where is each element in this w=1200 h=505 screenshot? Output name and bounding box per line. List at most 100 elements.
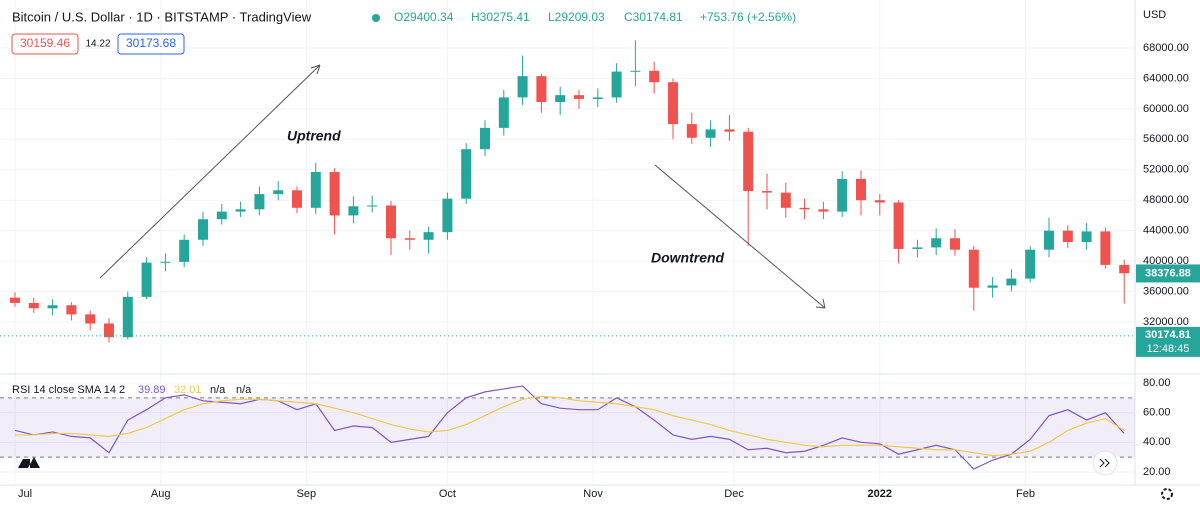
candle-body xyxy=(1081,231,1092,243)
candle-body xyxy=(931,238,942,248)
candle-body xyxy=(329,172,340,216)
candle-body xyxy=(780,192,791,208)
candle-body xyxy=(837,178,848,212)
candle-body xyxy=(893,202,904,249)
y-tick-label: 40.00 xyxy=(1143,436,1171,448)
candle-body xyxy=(141,262,152,297)
x-tick-label: Jul xyxy=(18,488,32,500)
y-tick-label: 64000.00 xyxy=(1143,72,1189,84)
candle-body xyxy=(103,323,114,338)
candle-body xyxy=(1119,264,1130,274)
candle-body xyxy=(348,206,359,216)
price-box xyxy=(1136,326,1200,357)
candle-body xyxy=(1043,230,1054,250)
ohlc: O29400.34 xyxy=(394,10,454,24)
candle-body xyxy=(423,232,434,240)
trend-arrow xyxy=(654,164,826,309)
scroll-button[interactable] xyxy=(1092,450,1118,476)
candle-body xyxy=(649,70,660,83)
rsi-title: RSI 14 close SMA 14 2 xyxy=(12,384,125,396)
candle-body xyxy=(442,198,453,233)
y-tick-label: 48000.00 xyxy=(1143,194,1189,206)
candle-body xyxy=(1006,278,1017,286)
candle-body xyxy=(1100,231,1111,265)
x-tick-label: Aug xyxy=(151,488,171,500)
y-tick-label: 60000.00 xyxy=(1143,103,1189,115)
x-tick-label: Feb xyxy=(1016,488,1035,500)
last-price: 38376.88 xyxy=(1145,267,1191,279)
last-price-box xyxy=(1136,264,1200,283)
candle-body xyxy=(761,191,772,193)
candle-body xyxy=(479,127,490,150)
y-tick-label: 60.00 xyxy=(1143,407,1171,419)
candle-body xyxy=(855,178,866,201)
candle-body xyxy=(705,129,716,138)
bid: 30159.46 xyxy=(20,36,70,50)
candle-body xyxy=(122,296,133,338)
candle-body xyxy=(461,149,472,199)
candle-body xyxy=(818,209,829,212)
candle-body xyxy=(686,124,697,138)
arrow-head xyxy=(815,298,826,309)
settings-button[interactable] xyxy=(1161,488,1173,500)
candle-body xyxy=(47,305,58,309)
rsi-band xyxy=(0,397,1135,458)
logo[interactable] xyxy=(18,457,40,468)
candle-body xyxy=(667,82,678,125)
ohlc: +753.76 (+2.56%) xyxy=(700,10,796,24)
x-tick-label: Sep xyxy=(297,488,317,500)
y-tick-label: 32000.00 xyxy=(1143,316,1189,328)
candle-body xyxy=(28,302,39,309)
x-tick-label: Dec xyxy=(724,488,744,500)
buy-button[interactable] xyxy=(117,33,185,55)
candle-body xyxy=(573,95,584,99)
candle-body xyxy=(536,76,547,103)
currency[interactable]: USD xyxy=(1143,9,1166,21)
candle-body xyxy=(555,95,566,103)
x-tick-label: Oct xyxy=(439,488,456,500)
candle-body xyxy=(385,205,396,239)
candle-body xyxy=(85,314,96,324)
candle-body xyxy=(310,172,321,208)
candle-body xyxy=(912,247,923,249)
y-tick-label: 36000.00 xyxy=(1143,285,1189,297)
annotation: Downtrend xyxy=(651,250,725,266)
candle-body xyxy=(9,297,20,303)
countdown: 12:48:45 xyxy=(1147,343,1190,355)
y-tick-label: 44000.00 xyxy=(1143,225,1189,237)
sell-button[interactable] xyxy=(11,33,79,55)
candle-body xyxy=(517,76,528,98)
y-tick-label: 80.00 xyxy=(1143,377,1171,389)
readout: n/a xyxy=(210,384,226,396)
candle-body xyxy=(291,190,302,208)
ohlc: H30275.41 xyxy=(471,10,530,24)
candle-body xyxy=(273,190,284,195)
trend-arrow xyxy=(99,64,321,279)
candle-body xyxy=(799,207,810,210)
candle-body xyxy=(611,71,622,98)
candle-body xyxy=(235,209,246,212)
ohlc: C30174.81 xyxy=(624,10,683,24)
rsi-value: 39.89 xyxy=(138,384,166,396)
arrow-head xyxy=(310,64,321,75)
market-status xyxy=(372,14,380,22)
y-tick-label: 20.00 xyxy=(1143,466,1171,478)
x-tick-label: Nov xyxy=(583,488,603,500)
symbol-title[interactable]: Bitcoin / U.S. Dollar · 1D · BITSTAMP · … xyxy=(12,9,312,24)
candle-body xyxy=(367,205,378,207)
candle-body xyxy=(1025,249,1036,279)
candle-body xyxy=(724,129,735,132)
spread: 14.22 xyxy=(85,39,110,50)
y-tick-label: 56000.00 xyxy=(1143,133,1189,145)
candle-body xyxy=(743,131,754,192)
ask: 30173.68 xyxy=(126,36,176,50)
sma-value: 32.01 xyxy=(174,384,202,396)
x-tick-label: 2022 xyxy=(868,488,892,500)
ohlc: L29209.03 xyxy=(548,10,605,24)
candle-body xyxy=(949,238,960,250)
y-tick-label: 40000.00 xyxy=(1143,255,1189,267)
candle-body xyxy=(592,97,603,99)
